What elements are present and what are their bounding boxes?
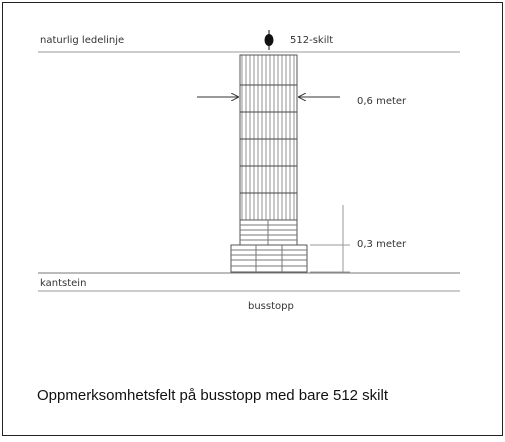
frame xyxy=(2,2,503,436)
width-label: 0,6 meter xyxy=(357,96,407,107)
curb-label: kantstein xyxy=(40,278,86,289)
guide-line-label: naturlig ledelinje xyxy=(40,35,124,46)
dimension xyxy=(310,205,350,273)
caption: Oppmerksomhetsfelt på busstopp med bare … xyxy=(37,387,389,404)
sign-label: 512-skilt xyxy=(290,35,333,46)
depth-label: 0,3 meter xyxy=(357,239,407,250)
warning-field xyxy=(230,54,308,273)
stop-label: busstopp xyxy=(248,301,294,312)
